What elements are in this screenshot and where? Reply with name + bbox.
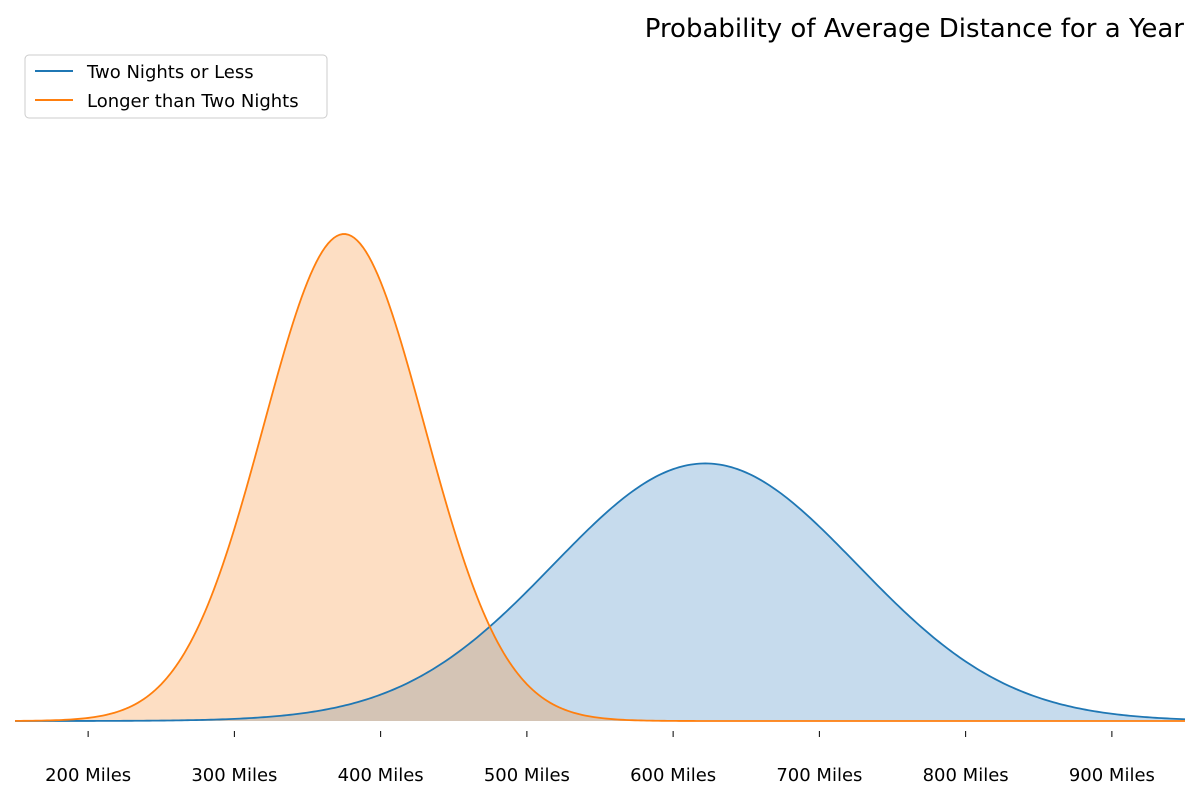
series-line-longer-than-two-nights — [14, 233, 1185, 722]
x-tick-label: 900 Miles — [1069, 765, 1155, 786]
x-tick-label: 300 Miles — [191, 765, 277, 786]
x-tick-label: 700 Miles — [776, 765, 862, 786]
area-fill-two-nights-or-less — [15, 463, 1185, 721]
x-tick-label: 800 Miles — [923, 765, 1009, 786]
x-axis: 200 Miles 300 Miles 400 Miles 500 Miles 600 … — [45, 731, 1155, 786]
fills-layer — [15, 234, 1185, 721]
area-fill-longer-than-two-nights — [15, 234, 1185, 721]
legend-label-longer-than-two-nights: Longer than Two Nights — [87, 91, 299, 112]
lines-layer — [14, 233, 1186, 722]
legend-box — [24, 54, 328, 119]
x-tick-label: 500 Miles — [484, 765, 570, 786]
x-tick-label: 200 Miles — [45, 765, 131, 786]
legend-label-two-nights-or-less: Two Nights or Less — [86, 62, 254, 83]
series-line-two-nights-or-less — [15, 462, 1186, 722]
x-tick-label: 400 Miles — [338, 765, 424, 786]
legend: Two Nights or Less Longer than Two Night… — [24, 54, 328, 119]
x-tick-label: 600 Miles — [630, 765, 716, 786]
chart-title: Probability of Average Distance for a Ye… — [645, 14, 1185, 44]
